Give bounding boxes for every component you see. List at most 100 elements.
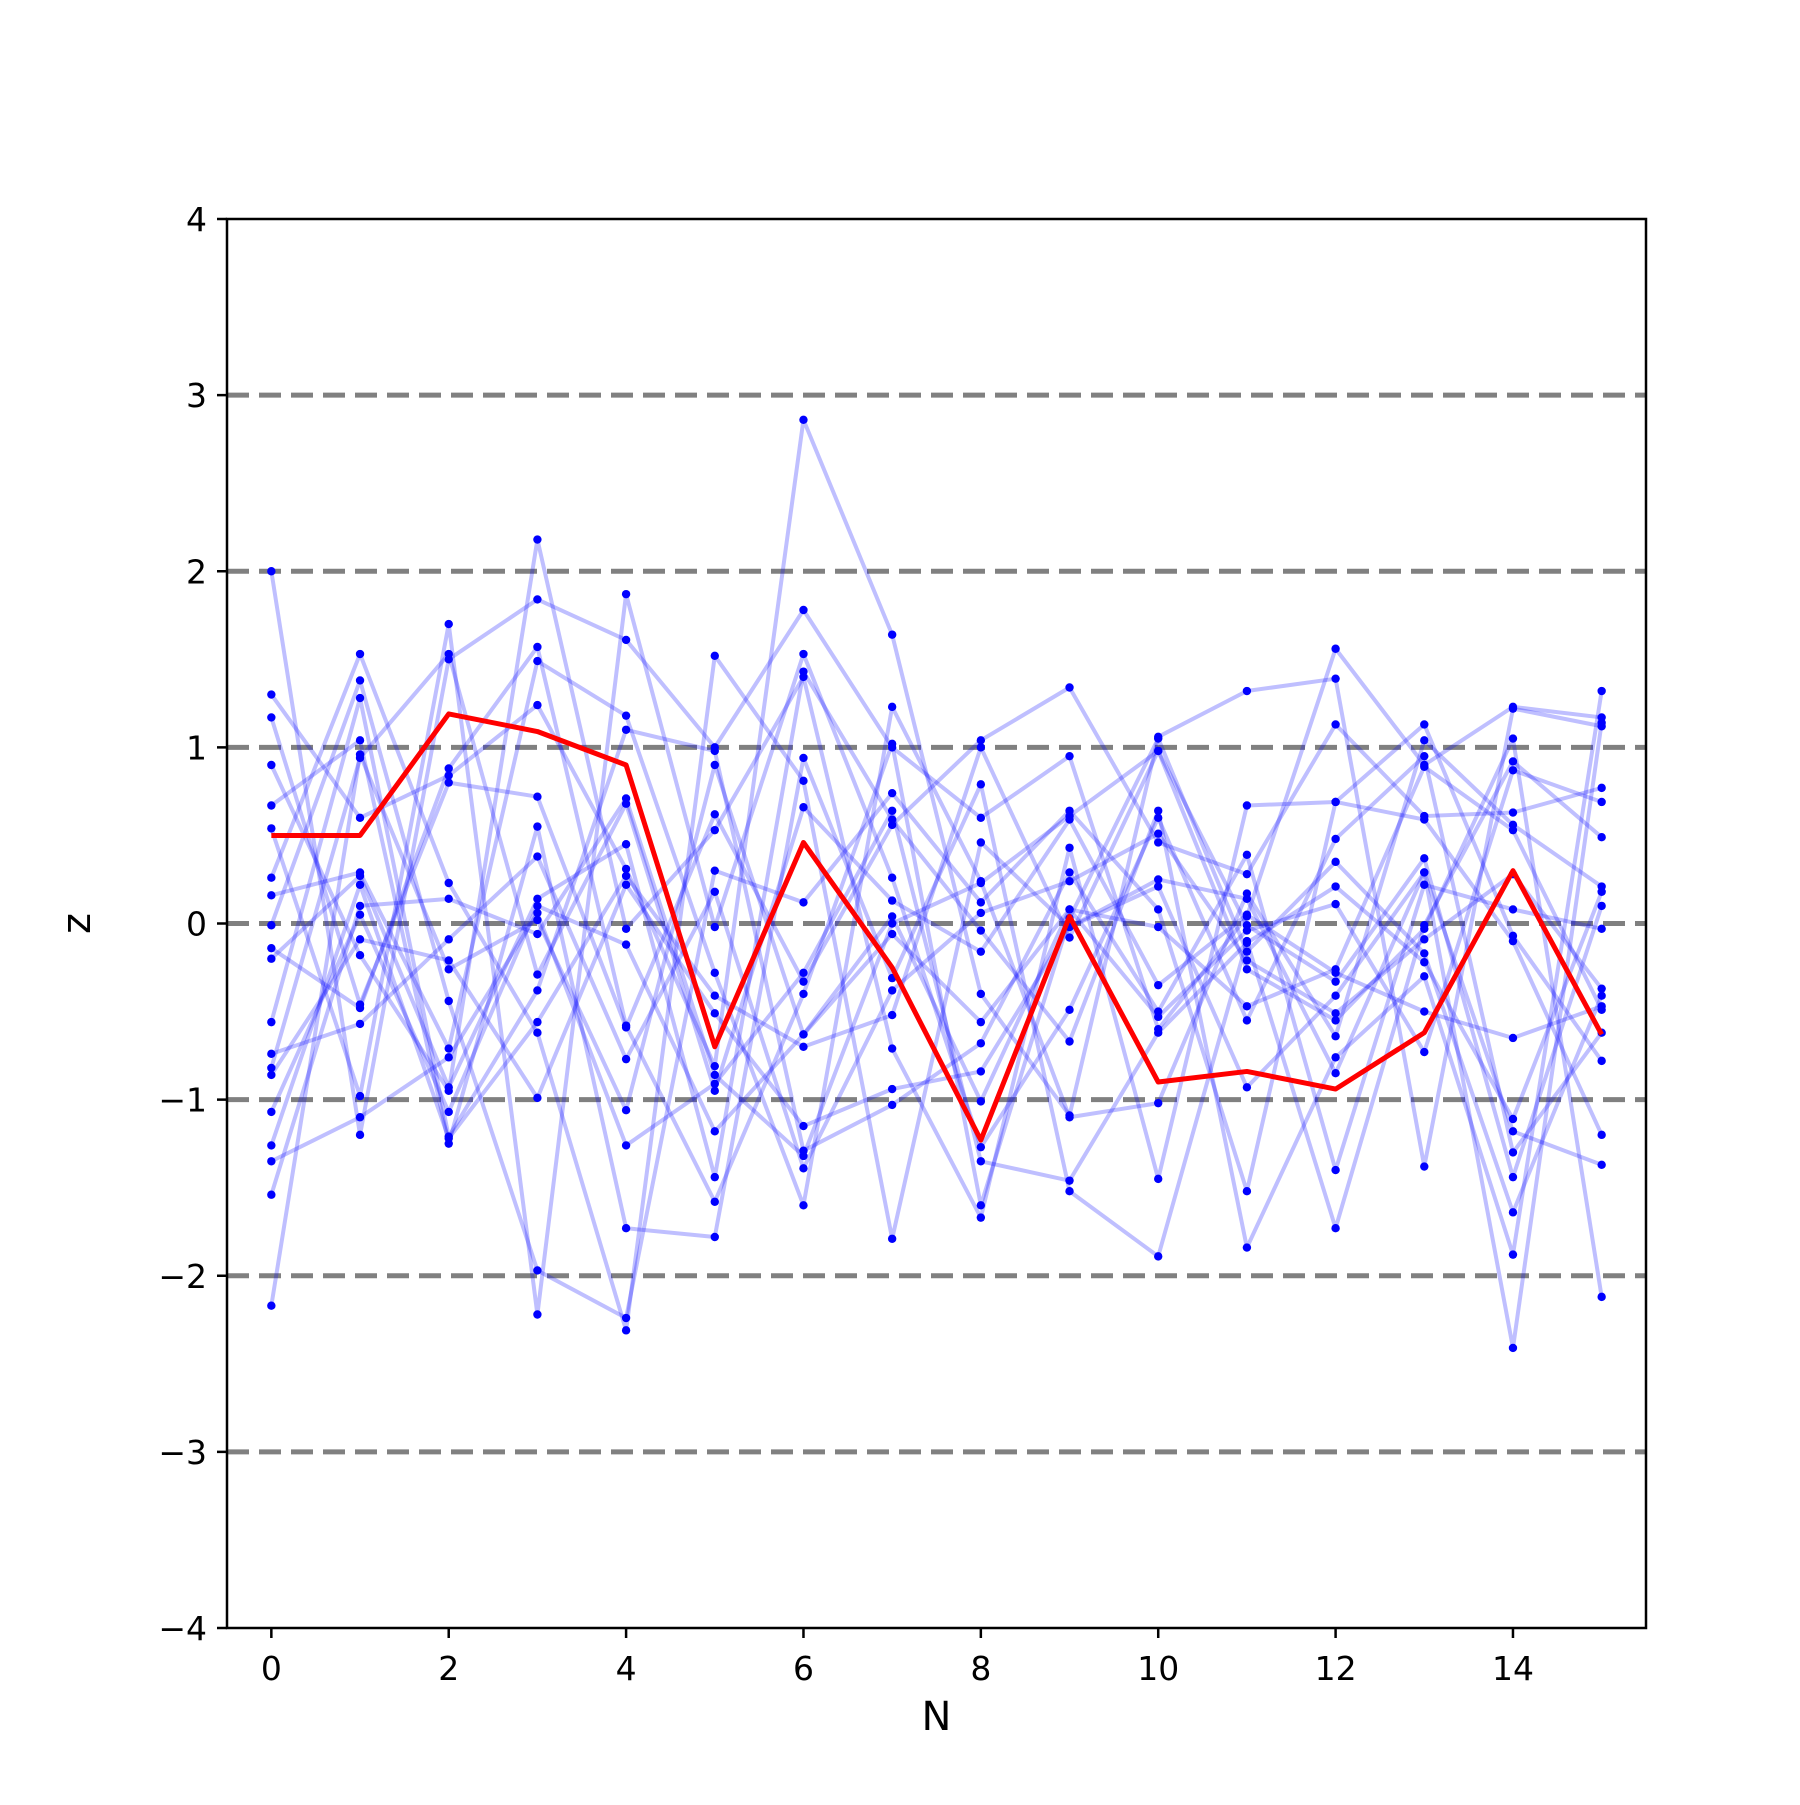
data-point [1420, 1162, 1429, 1171]
data-point [976, 1039, 986, 1048]
trajectory-lines [269, 417, 1604, 1350]
data-point [533, 901, 542, 911]
data-point [621, 940, 631, 949]
data-point [267, 760, 276, 770]
data-point [799, 1164, 808, 1173]
series-line [269, 652, 1603, 1093]
series-line [270, 831, 1604, 1171]
data-point [267, 1017, 276, 1027]
data-point [1597, 1130, 1606, 1140]
data-point [887, 1100, 897, 1110]
data-point [1154, 829, 1163, 838]
data-point [976, 898, 986, 907]
data-point [621, 794, 631, 803]
data-point [1331, 834, 1340, 844]
data-point [1597, 832, 1606, 842]
data-point [355, 1113, 365, 1122]
data-point [621, 711, 631, 720]
data-point [1154, 1252, 1163, 1261]
series-line [269, 768, 1603, 1134]
data-point [799, 1121, 808, 1131]
data-point [1154, 882, 1163, 891]
data-point [1154, 838, 1163, 847]
data-point [533, 595, 542, 604]
data-point [1508, 1127, 1518, 1136]
data-point [355, 750, 365, 759]
data-point [1508, 936, 1518, 946]
data-point [1331, 1032, 1340, 1041]
data-point [1065, 905, 1074, 914]
data-point [1420, 751, 1429, 761]
x-tick-label: 12 [1315, 1649, 1357, 1688]
data-point [533, 894, 542, 904]
data-point [1242, 1243, 1252, 1252]
data-point [1154, 813, 1163, 823]
data-point [1331, 720, 1340, 729]
data-point [533, 700, 542, 710]
data-point [976, 908, 986, 918]
data-point [799, 667, 808, 676]
data-point [621, 1141, 631, 1150]
data-point [887, 896, 897, 905]
data-point [799, 1201, 808, 1210]
series-line [269, 537, 1604, 1220]
data-point [1331, 991, 1340, 1000]
data-point [355, 1003, 365, 1013]
data-point [444, 1053, 453, 1062]
data-point [976, 1157, 986, 1166]
x-tick-label: 6 [793, 1649, 814, 1688]
data-point [1420, 720, 1429, 729]
x-tick-label: 0 [261, 1649, 282, 1688]
data-point [799, 968, 808, 978]
data-point [444, 965, 453, 974]
data-point [1154, 734, 1163, 743]
data-point [533, 929, 542, 939]
y-tick-label: 1 [186, 728, 207, 767]
data-point [1154, 980, 1163, 990]
data-point [799, 415, 808, 424]
data-point [1420, 868, 1429, 877]
data-point [1597, 1160, 1606, 1169]
data-point [355, 1091, 365, 1101]
data-point [355, 736, 365, 745]
series-line [269, 870, 1603, 1167]
data-point [799, 776, 808, 786]
data-point [1065, 751, 1074, 761]
data-point [267, 801, 276, 810]
data-point [533, 986, 542, 995]
data-point [267, 921, 276, 930]
data-point [1597, 887, 1606, 896]
data-point [1420, 949, 1429, 958]
data-point [1420, 935, 1429, 944]
data-point [976, 780, 986, 789]
data-point [355, 1130, 365, 1140]
series-line [269, 752, 1604, 1307]
x-axis-label: N [922, 1694, 952, 1740]
data-point [621, 1326, 631, 1335]
series-line [269, 669, 1604, 1257]
data-point [355, 813, 365, 823]
data-point [1331, 899, 1340, 909]
series-line [269, 570, 1602, 1137]
y-tick-label: −1 [158, 1081, 207, 1120]
data-point [355, 910, 365, 919]
data-point [444, 1107, 453, 1117]
data-point [710, 1127, 719, 1136]
data-point [267, 1049, 276, 1059]
highlight-series [271, 711, 1604, 1143]
data-point [887, 788, 897, 798]
data-point [1242, 938, 1252, 948]
data-point [976, 947, 986, 956]
data-point [1154, 1174, 1163, 1184]
data-point [444, 878, 453, 888]
data-point [799, 649, 808, 659]
y-tick-label: 3 [186, 376, 207, 415]
data-point [1242, 1187, 1252, 1196]
data-point [1420, 1007, 1429, 1016]
data-point [1508, 1250, 1518, 1259]
data-point [1242, 947, 1252, 956]
data-point [887, 1044, 897, 1053]
data-point [976, 926, 986, 935]
data-point [1065, 1005, 1074, 1015]
data-point [1331, 977, 1340, 986]
